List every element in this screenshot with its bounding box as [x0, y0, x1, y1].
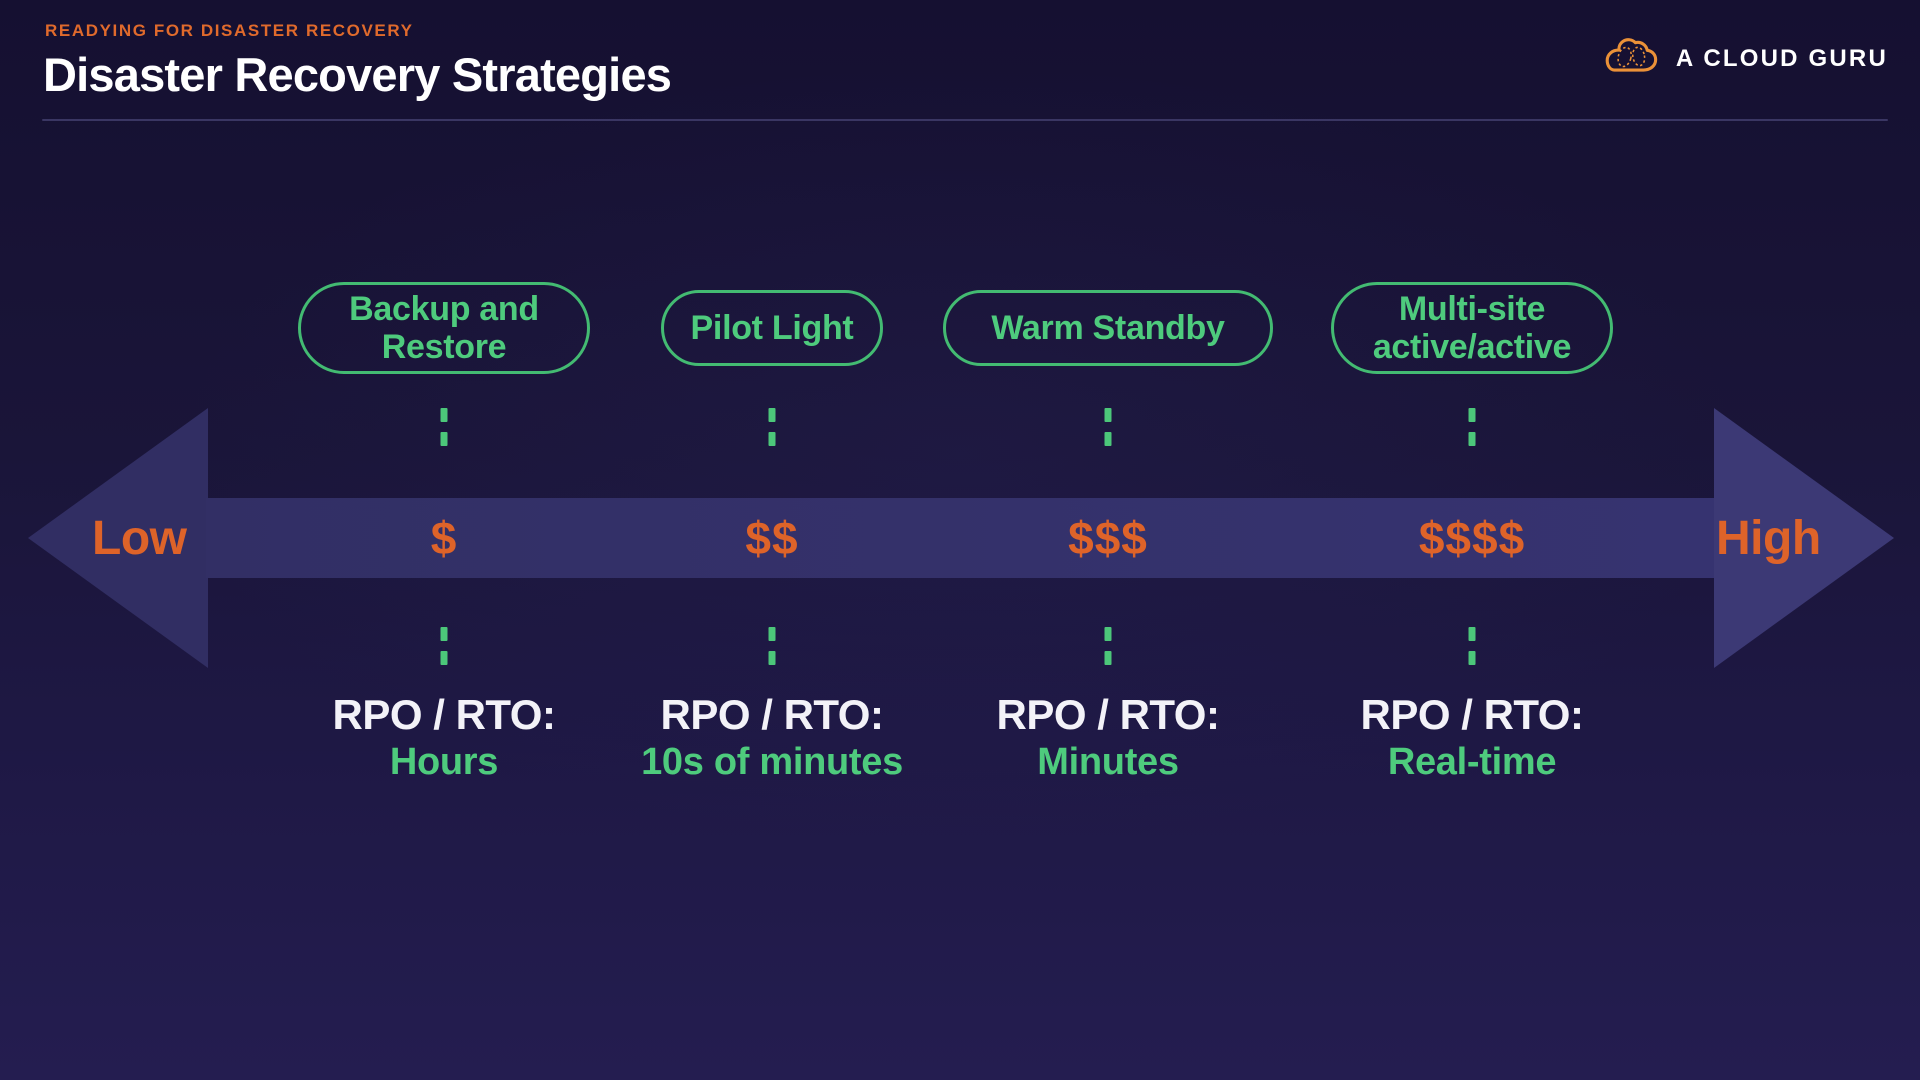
- strategy-column-multi-site: Multi-site active/active $$$$ RPO / RTO:…: [1262, 0, 1682, 1080]
- cost-indicator: $$$: [1068, 512, 1148, 564]
- dotted-connector-top: [1104, 408, 1112, 446]
- cloud-logo-icon: [1598, 38, 1660, 80]
- brand-logo: A CLOUD GURU: [1598, 38, 1888, 80]
- strategy-pill: Multi-site active/active: [1331, 282, 1613, 374]
- rpo-rto-label: RPO / RTO:: [660, 691, 884, 738]
- rpo-rto-block: RPO / RTO: Real-time: [1262, 692, 1682, 784]
- brand-name: A CLOUD GURU: [1675, 45, 1888, 72]
- strategy-pill: Pilot Light: [661, 290, 883, 366]
- dotted-connector-bottom: [1468, 627, 1476, 665]
- dotted-connector-bottom: [440, 627, 448, 665]
- cost-indicator: $: [430, 512, 458, 564]
- dotted-connector-bottom: [1104, 627, 1112, 665]
- strategy-column-pilot-light: Pilot Light $$ RPO / RTO: 10s of minutes: [562, 0, 982, 1080]
- strategy-column-backup-and-restore: Backup and Restore $ RPO / RTO: Hours: [234, 0, 654, 1080]
- strategy-pill: Backup and Restore: [298, 282, 590, 374]
- rpo-rto-value: Hours: [389, 741, 499, 783]
- course-kicker: READYING FOR DISASTER RECOVERY: [45, 21, 414, 40]
- rpo-rto-value: 10s of minutes: [641, 741, 903, 783]
- dotted-connector-bottom: [768, 627, 776, 665]
- axis-label-high: High: [1716, 511, 1821, 565]
- dotted-connector-top: [768, 408, 776, 446]
- strategy-column-warm-standby: Warm Standby $$$ RPO / RTO: Minutes: [898, 0, 1318, 1080]
- dotted-connector-top: [1468, 408, 1476, 446]
- rpo-rto-value: Minutes: [1037, 741, 1179, 783]
- rpo-rto-value: Real-time: [1387, 741, 1557, 783]
- rpo-rto-block: RPO / RTO: 10s of minutes: [562, 692, 982, 784]
- cost-indicator: $$$$: [1418, 512, 1526, 564]
- rpo-rto-block: RPO / RTO: Hours: [234, 692, 654, 784]
- rpo-rto-label: RPO / RTO:: [996, 691, 1220, 738]
- rpo-rto-label: RPO / RTO:: [332, 691, 556, 738]
- axis-label-low: Low: [92, 511, 187, 565]
- header-divider: [42, 119, 1888, 121]
- page-title: Disaster Recovery Strategies: [43, 48, 672, 101]
- strategy-pill: Warm Standby: [943, 290, 1273, 366]
- cost-axis-band: [206, 498, 1714, 578]
- rpo-rto-block: RPO / RTO: Minutes: [898, 692, 1318, 784]
- rpo-rto-label: RPO / RTO:: [1360, 691, 1584, 738]
- cost-indicator: $$: [745, 512, 799, 564]
- dotted-connector-top: [440, 408, 448, 446]
